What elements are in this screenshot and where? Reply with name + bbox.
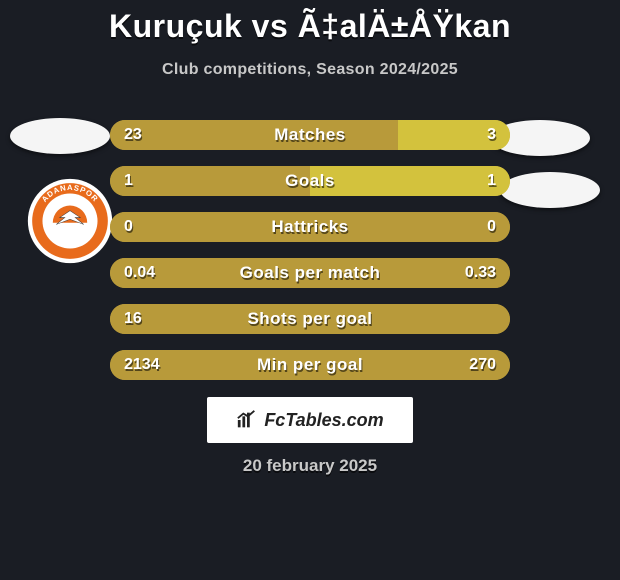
footer-date: 20 february 2025 [0, 456, 620, 476]
stat-label: Hattricks [110, 217, 510, 237]
brand-text: FcTables.com [264, 410, 383, 431]
player-oval-top-left [10, 118, 110, 154]
comparison-rows: 233Matches 11Goals 00Hattricks 0.040.33Goal… [110, 120, 510, 380]
brand-badge[interactable]: FcTables.com [207, 397, 413, 443]
stat-row: 16Shots per goal [110, 304, 510, 334]
player-oval-mid-right [500, 172, 600, 208]
stat-label: Goals per match [110, 263, 510, 283]
stat-row: 11Goals [110, 166, 510, 196]
adanaspor-badge-icon: ADANASPOR ADANA [27, 178, 113, 264]
club-badge-left: ADANASPOR ADANA [27, 178, 113, 264]
stat-row: 00Hattricks [110, 212, 510, 242]
stat-row: 233Matches [110, 120, 510, 150]
chart-icon [236, 409, 258, 431]
stat-row: 0.040.33Goals per match [110, 258, 510, 288]
stat-label: Shots per goal [110, 309, 510, 329]
stat-label: Min per goal [110, 355, 510, 375]
stat-label: Matches [110, 125, 510, 145]
stat-label: Goals [110, 171, 510, 191]
stat-row: 2134270Min per goal [110, 350, 510, 380]
page-title: Kuruçuk vs Ã‡alÄ±ÅŸkan [0, 0, 620, 45]
page-subtitle: Club competitions, Season 2024/2025 [0, 61, 620, 79]
